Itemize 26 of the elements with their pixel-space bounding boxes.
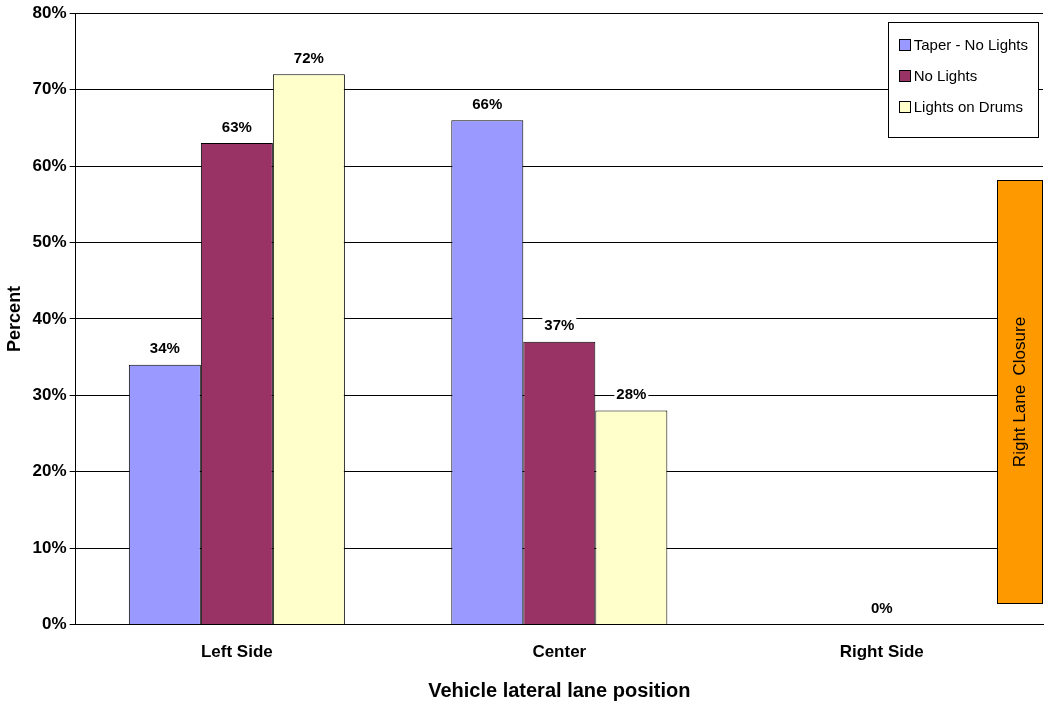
data-label: 28% <box>616 385 647 403</box>
y-tick-label: 0% <box>42 614 67 634</box>
y-tick-label: 70% <box>32 79 67 99</box>
data-label: 66% <box>472 94 503 112</box>
data-label: 37% <box>544 316 575 334</box>
y-tick-label: 80% <box>32 2 67 22</box>
legend-label: No Lights <box>913 67 978 84</box>
y-axis-title: Percent <box>3 285 24 352</box>
y-tick-label: 40% <box>32 308 67 328</box>
x-tick-label: Right Side <box>839 642 924 662</box>
y-tick-label: 20% <box>32 461 67 481</box>
lane-closure-sign: Right Lane Closure <box>997 180 1043 604</box>
data-label: 0% <box>870 599 893 617</box>
y-tick-label: 60% <box>32 155 67 175</box>
legend-label: Lights on Drums <box>913 98 1023 115</box>
x-tick-label: Left Side <box>200 642 273 662</box>
y-tick-label: 10% <box>32 537 67 557</box>
y-tick-label: 50% <box>32 232 67 252</box>
annotation: Right Lane Closure <box>1010 316 1030 468</box>
data-label: 72% <box>293 48 324 66</box>
legend-label: Taper - No Lights <box>913 36 1028 53</box>
x-axis-title: Vehicle lateral lane position <box>428 678 691 701</box>
y-tick-label: 30% <box>32 385 67 405</box>
data-label: 34% <box>149 339 180 357</box>
x-tick-label: Center <box>532 642 587 662</box>
data-label: 63% <box>221 117 252 135</box>
